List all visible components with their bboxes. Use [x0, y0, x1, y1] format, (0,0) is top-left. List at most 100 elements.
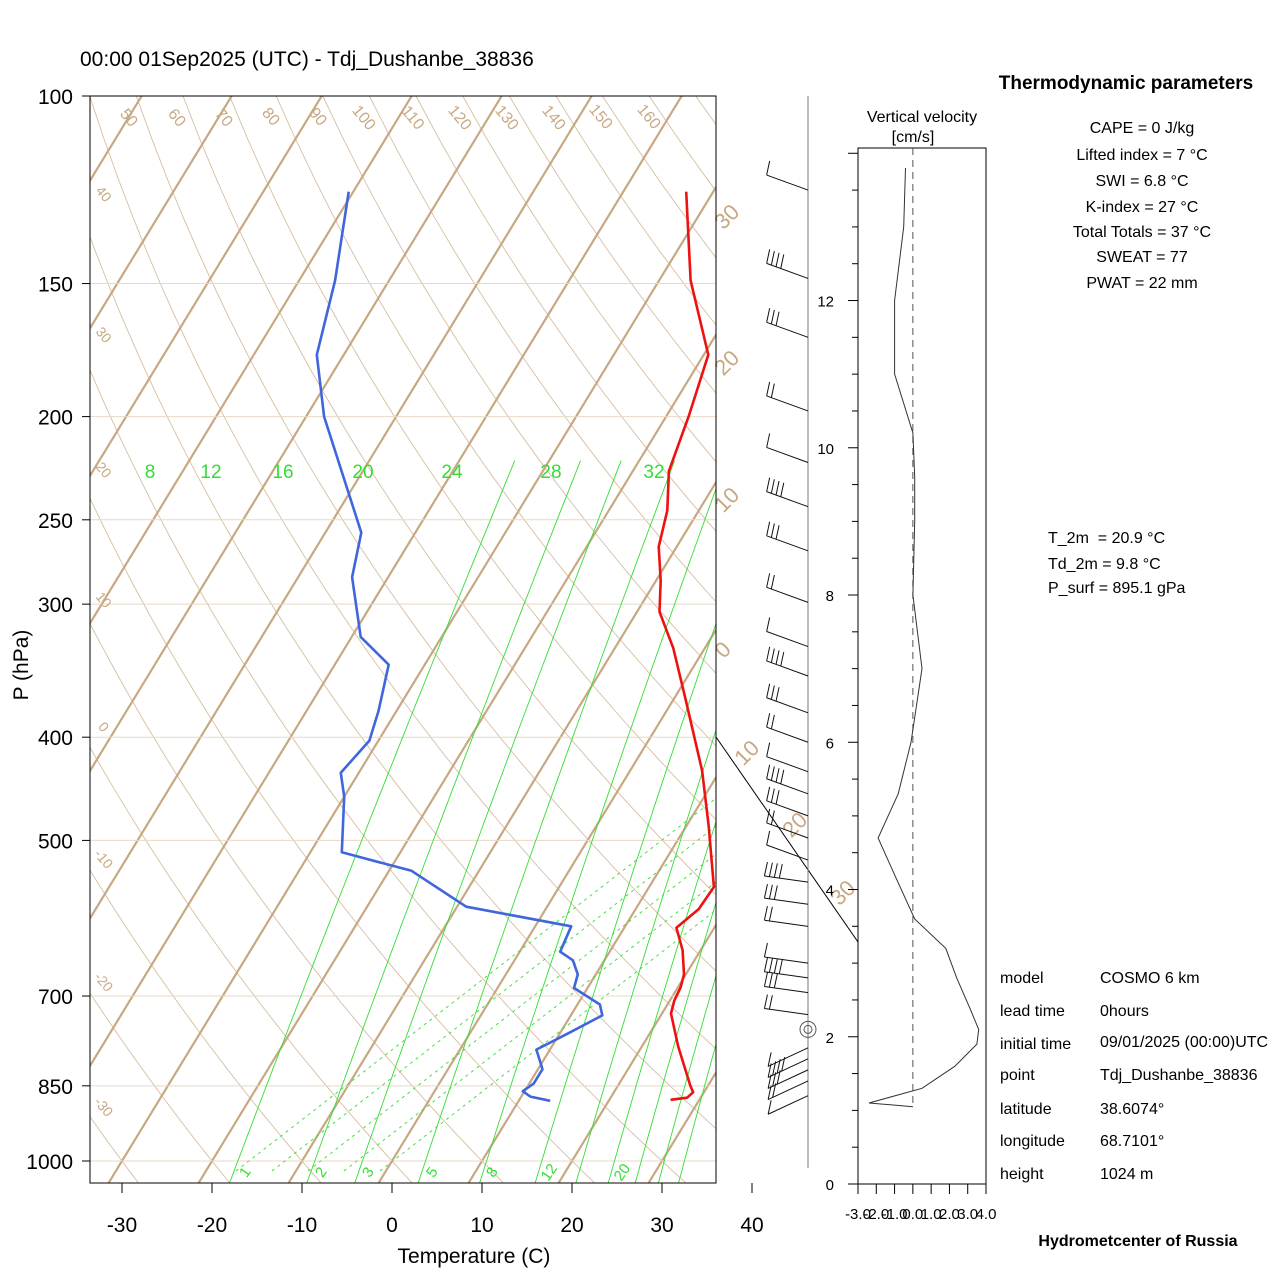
- adiabat-label-left: -20: [91, 969, 116, 995]
- y-tick-label: 300: [38, 594, 73, 617]
- wind-barb-feather: [770, 648, 775, 663]
- isotherm-line: [90, 96, 323, 478]
- dry-adiabat: [695, 96, 716, 126]
- dry-adiabat: [90, 235, 716, 1130]
- isotherm-label-right: 20: [709, 345, 744, 380]
- isotherm-label-right: 0: [710, 637, 736, 663]
- adiabat-label: 90: [305, 105, 330, 130]
- temperature-profile: [657, 191, 716, 1102]
- wind-barb-feather: [770, 714, 775, 730]
- wind-barb-feather: [766, 308, 771, 323]
- footer-credit: Hydrometcenter of Russia: [1038, 1233, 1237, 1250]
- calm-wind-marker: [799, 1020, 817, 1038]
- wind-barb-feather: [766, 573, 771, 588]
- dry-adiabat: [90, 992, 231, 1183]
- info-value: 68.7101°: [1100, 1133, 1164, 1150]
- adiabat-label-left: 40: [93, 183, 115, 205]
- isotherm-line: [90, 96, 413, 626]
- vv-frame: [857, 147, 987, 1185]
- wind-barb: [766, 586, 809, 603]
- x-tick-label: 40: [740, 1214, 763, 1237]
- info-label: longitude: [1000, 1133, 1065, 1150]
- dry-adiabats: [90, 96, 716, 1183]
- y-tick-label: 1000: [26, 1151, 73, 1174]
- wind-barb-feather: [768, 958, 773, 973]
- wind-barb-feather: [773, 959, 778, 974]
- wind-barb-feather: [770, 766, 775, 781]
- wind-barb-feather: [778, 864, 783, 879]
- wind-barb-feather: [775, 252, 780, 267]
- adiabat-label-left: -10: [91, 846, 116, 872]
- mixing-ratio-line: [417, 460, 676, 1183]
- vv-x-tick-label: -1.0: [882, 1206, 908, 1223]
- wind-barb-feather: [763, 994, 768, 1009]
- vv-x-tick-label: -3.0: [845, 1206, 871, 1223]
- wind-barb-feather: [766, 808, 771, 824]
- wind-barb-feather: [770, 788, 775, 803]
- isotherm-label-right: 20: [777, 807, 812, 842]
- x-tick-label: -20: [197, 1214, 227, 1237]
- isotherm-line: [90, 96, 143, 183]
- isotherm-line: [197, 332, 716, 1183]
- adiabat-label: 60: [164, 106, 189, 131]
- y-tick-label: 100: [38, 86, 73, 109]
- dry-adiabat: [90, 96, 716, 1050]
- y-tick-label: 400: [38, 727, 73, 750]
- wind-barb-feather: [775, 768, 780, 783]
- wind-barb-feather: [775, 311, 780, 326]
- wind-barbs: [763, 160, 817, 1115]
- x-axis-title: Temperature (C): [398, 1245, 551, 1268]
- adiabat-label: 110: [398, 103, 427, 134]
- wind-barb-feather: [773, 885, 778, 900]
- wind-barb-feather: [770, 523, 775, 538]
- vv-x-tick-label: 2.0: [939, 1206, 960, 1223]
- wind-barb: [766, 262, 809, 279]
- vv-plot: 0 2 4 6 8 10 12 -3.0-2.0-1.00.01.02.03.04.0: [817, 148, 996, 1223]
- vv-profile: [868, 167, 980, 1108]
- mixing-ratio-label-top: 8: [145, 462, 156, 483]
- wind-barb-feather: [767, 1100, 772, 1115]
- vv-y-tick-label: 12: [817, 294, 834, 311]
- wind-barb-feather: [763, 942, 768, 958]
- info-label: initial time: [1000, 1036, 1071, 1053]
- adiabat-label-left: 10: [93, 589, 115, 611]
- vv-x-tick-label: 1.0: [921, 1206, 942, 1223]
- wind-barb: [767, 1058, 809, 1078]
- skewt-axes: -30 -20 -10 0 10 20 30 401001502002503004005007…: [26, 86, 763, 1237]
- y-tick-label: 850: [38, 1076, 73, 1099]
- wind-barb: [767, 1069, 809, 1089]
- wind-barb-feather: [773, 863, 778, 878]
- isotherm-label-right: 30: [709, 199, 744, 234]
- y-tick-label: 150: [38, 274, 73, 297]
- wind-barb-feather: [763, 906, 768, 921]
- mixing-ratio-label-top: 16: [272, 462, 293, 483]
- wind-barb-feather: [780, 482, 785, 497]
- info-value: 0hours: [1100, 1003, 1149, 1020]
- dry-adiabat: [229, 96, 716, 821]
- adiabat-label-left: 30: [93, 324, 115, 346]
- dry-adiabat: [135, 96, 716, 972]
- wind-barb: [764, 956, 809, 964]
- wind-barb-feather: [763, 861, 768, 877]
- adiabat-label-left: 0: [95, 719, 112, 735]
- calm-wind-marker-inner: [803, 1024, 813, 1034]
- wind-barb: [766, 395, 809, 412]
- wind-barb-feather: [766, 742, 771, 757]
- vv-unit: [cm/s]: [892, 129, 935, 146]
- profiles: [315, 191, 716, 1103]
- thermo-heading: Thermodynamic parameters: [999, 73, 1254, 94]
- dry-adiabat: [90, 497, 596, 1183]
- isotherm-line: [90, 96, 233, 331]
- run-info: model COSMO 6 km lead time 0hours initia…: [1000, 970, 1268, 1183]
- moist-adiabat-dashed: [307, 853, 716, 1172]
- wind-barb-feather: [768, 884, 773, 899]
- isotherm-line: [0, 72, 66, 1183]
- mixing-ratio-line: [657, 974, 716, 1183]
- isotherm-line: [90, 96, 503, 773]
- thermo-line: SWEAT = 77: [1096, 249, 1188, 266]
- mixing-ratio-label-bottom: 5: [423, 1164, 442, 1181]
- vv-y-tick-label: 10: [817, 441, 834, 458]
- dry-adiabat: [322, 96, 716, 674]
- dry-adiabat: [368, 96, 716, 603]
- vv-y-tick-label: 2: [826, 1030, 834, 1047]
